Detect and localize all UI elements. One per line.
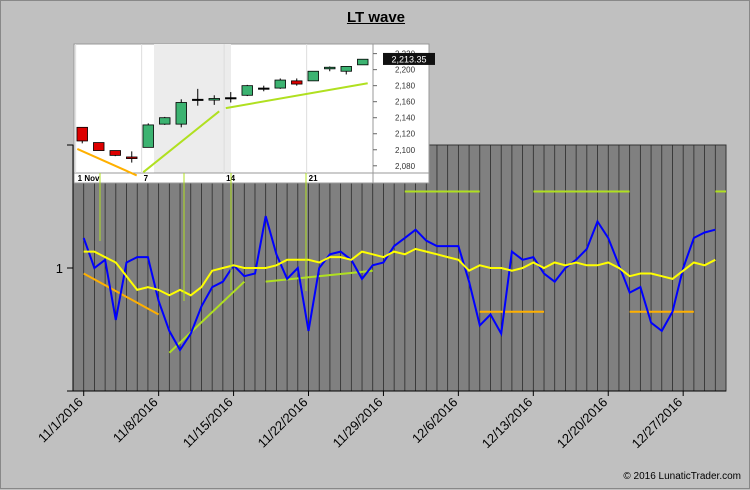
candle-body (76, 126, 88, 142)
copyright-notice: © 2016 LunaticTrader.com (623, 471, 741, 482)
candle-body (142, 124, 154, 148)
x-tick-label: 11/29/2016 (330, 395, 386, 451)
vertical-grid (83, 145, 716, 391)
x-tick-label: 12/13/2016 (479, 395, 536, 452)
candle-body (357, 58, 369, 66)
marker-layer (83, 190, 726, 354)
inset-y-tick-label: 2,120 (395, 130, 416, 139)
inset-y-tick-label: 2,140 (395, 114, 416, 123)
inset-candlestick-chart: 2,2202,2002,1802,1602,1402,1202,1002,080… (73, 43, 435, 184)
trend-marker (265, 269, 373, 283)
inset-y-tick-label: 2,180 (395, 82, 416, 91)
candle-body (175, 102, 187, 125)
inset-shaded-region (154, 44, 231, 173)
candle-body (274, 79, 286, 89)
chart-title: LT wave (346, 9, 406, 26)
candle-body (291, 80, 303, 85)
last-price-box (383, 52, 435, 65)
x-tick-label: 12/6/2016 (409, 395, 461, 447)
candle-body (307, 70, 319, 82)
last-price-label: 2,213.35 (391, 54, 426, 64)
candle-body (159, 117, 171, 125)
inset-background (73, 43, 430, 184)
inset-y-tick-label: 2,160 (395, 98, 416, 107)
trend-marker (168, 280, 245, 354)
y-tick-label: 1 (56, 261, 63, 276)
inset-x-tick-label: 1 Nov (78, 174, 100, 183)
candle-body (109, 150, 121, 156)
candle-body (225, 97, 237, 100)
x-tick-label: 11/1/2016 (35, 395, 86, 446)
x-tick-label: 11/22/2016 (255, 395, 311, 451)
candle-body (241, 85, 253, 96)
candle-body (208, 98, 220, 101)
inset-y-tick-label: 2,200 (395, 66, 416, 75)
candle-body (192, 98, 204, 101)
inset-candles (76, 58, 369, 163)
candle-body (93, 142, 105, 151)
yellow-series-line (83, 247, 716, 297)
inset-trend-line (76, 148, 138, 177)
candle-body (324, 66, 336, 70)
x-tick-label: 12/27/2016 (629, 395, 686, 452)
x-tick-label: 11/8/2016 (110, 395, 161, 446)
series-layer (82, 215, 716, 352)
candle-body (340, 66, 352, 72)
x-tick-label: 12/20/2016 (554, 395, 611, 452)
candle-body (126, 156, 138, 159)
inset-y-tick-label: 2,100 (395, 146, 416, 155)
inset-y-tick-label: 2,080 (395, 162, 416, 171)
candle-body (258, 87, 270, 90)
inset-x-tick-label: 21 (309, 174, 318, 183)
inset-trend-line (142, 110, 220, 173)
inset-trend-lines (76, 82, 368, 177)
inset-trend-line (225, 82, 368, 110)
x-tick-label: 11/15/2016 (180, 395, 236, 451)
inset-x-tick-label: 7 (144, 174, 149, 183)
inset-connector-lines (99, 173, 307, 301)
blue-series-line (82, 215, 716, 352)
